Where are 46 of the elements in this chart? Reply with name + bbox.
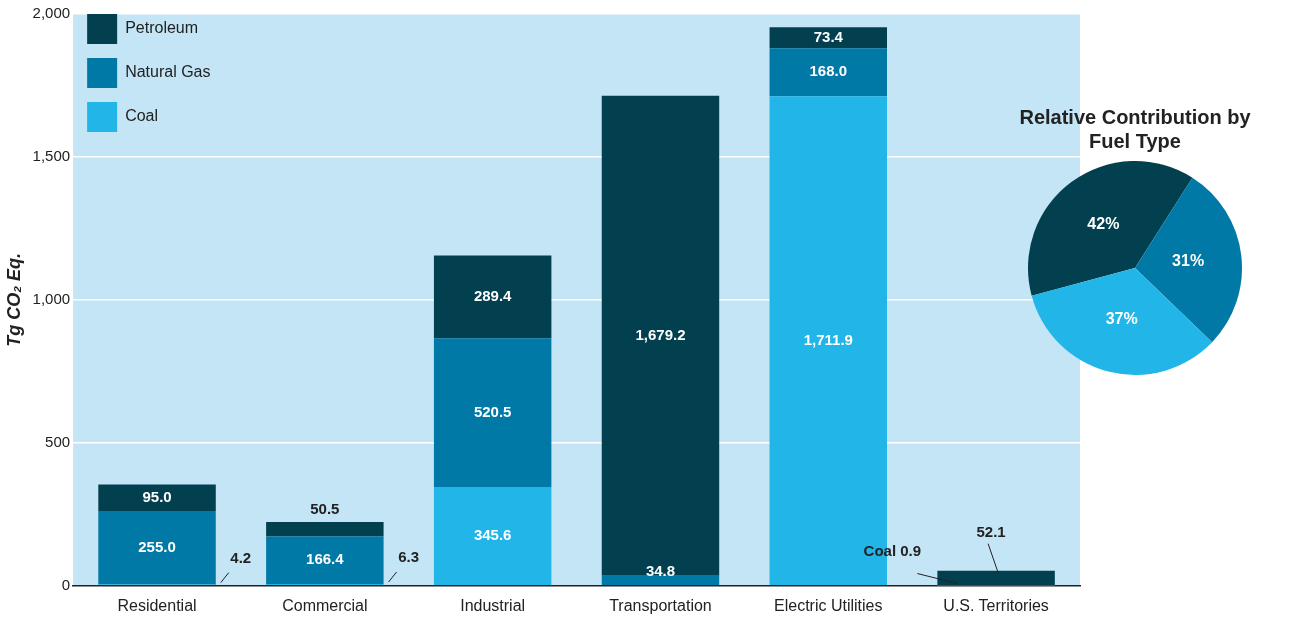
data-label: 50.5 [310,500,340,518]
bar [769,27,888,49]
x-tick-label: Residential [117,596,197,614]
legend-label: Natural Gas [125,63,211,81]
bar [266,521,384,537]
y-tick-label: 1,500 [32,147,71,165]
x-tick-label: Industrial [460,596,526,614]
data-label: 289.4 [473,286,513,304]
bar [601,575,720,586]
x-tick-label: Electric Utilities [774,596,883,614]
x-tick-label: U.S. Territories [943,596,1049,614]
data-label: 520.5 [473,402,512,420]
bar [433,486,552,586]
data-label: 166.4 [306,550,345,568]
bar [937,570,1055,586]
data-label: 255.0 [138,538,176,556]
data-label: 1,711.9 [803,330,853,348]
bar [98,484,216,512]
x-tick-label: Transportation [609,596,712,614]
data-label: 34.8 [645,561,676,579]
data-label: 31% [1172,252,1205,270]
y-tick-label: 0 [61,575,71,593]
bar [98,511,216,585]
bar [769,48,888,97]
bar [433,255,552,339]
bar [266,536,384,584]
y-tick-label: 2,000 [32,4,71,22]
data-label: 6.3 [398,548,420,566]
chart-title: Relative Contribution by Fuel Type [1018,105,1252,153]
data-label: 345.6 [473,526,512,544]
y-axis-title: Tg CO₂ Eq. [3,252,24,347]
data-label: 42% [1087,215,1120,233]
data-label: 4.2 [230,548,252,566]
data-label: 95.0 [142,488,172,506]
data-label: 168.0 [809,62,848,80]
bar [433,338,552,487]
legend-label: Coal [125,107,159,125]
data-label: 52.1 [976,522,1006,540]
x-tick-label: Commercial [282,596,368,614]
legend-label: Petroleum [125,19,199,37]
bar [601,95,720,576]
data-label: 37% [1105,310,1138,328]
y-tick-label: 1,000 [32,290,71,308]
y-tick-label: 500 [45,432,71,450]
data-label: 1,679.2 [635,325,686,343]
data-label: 73.4 [813,27,844,45]
